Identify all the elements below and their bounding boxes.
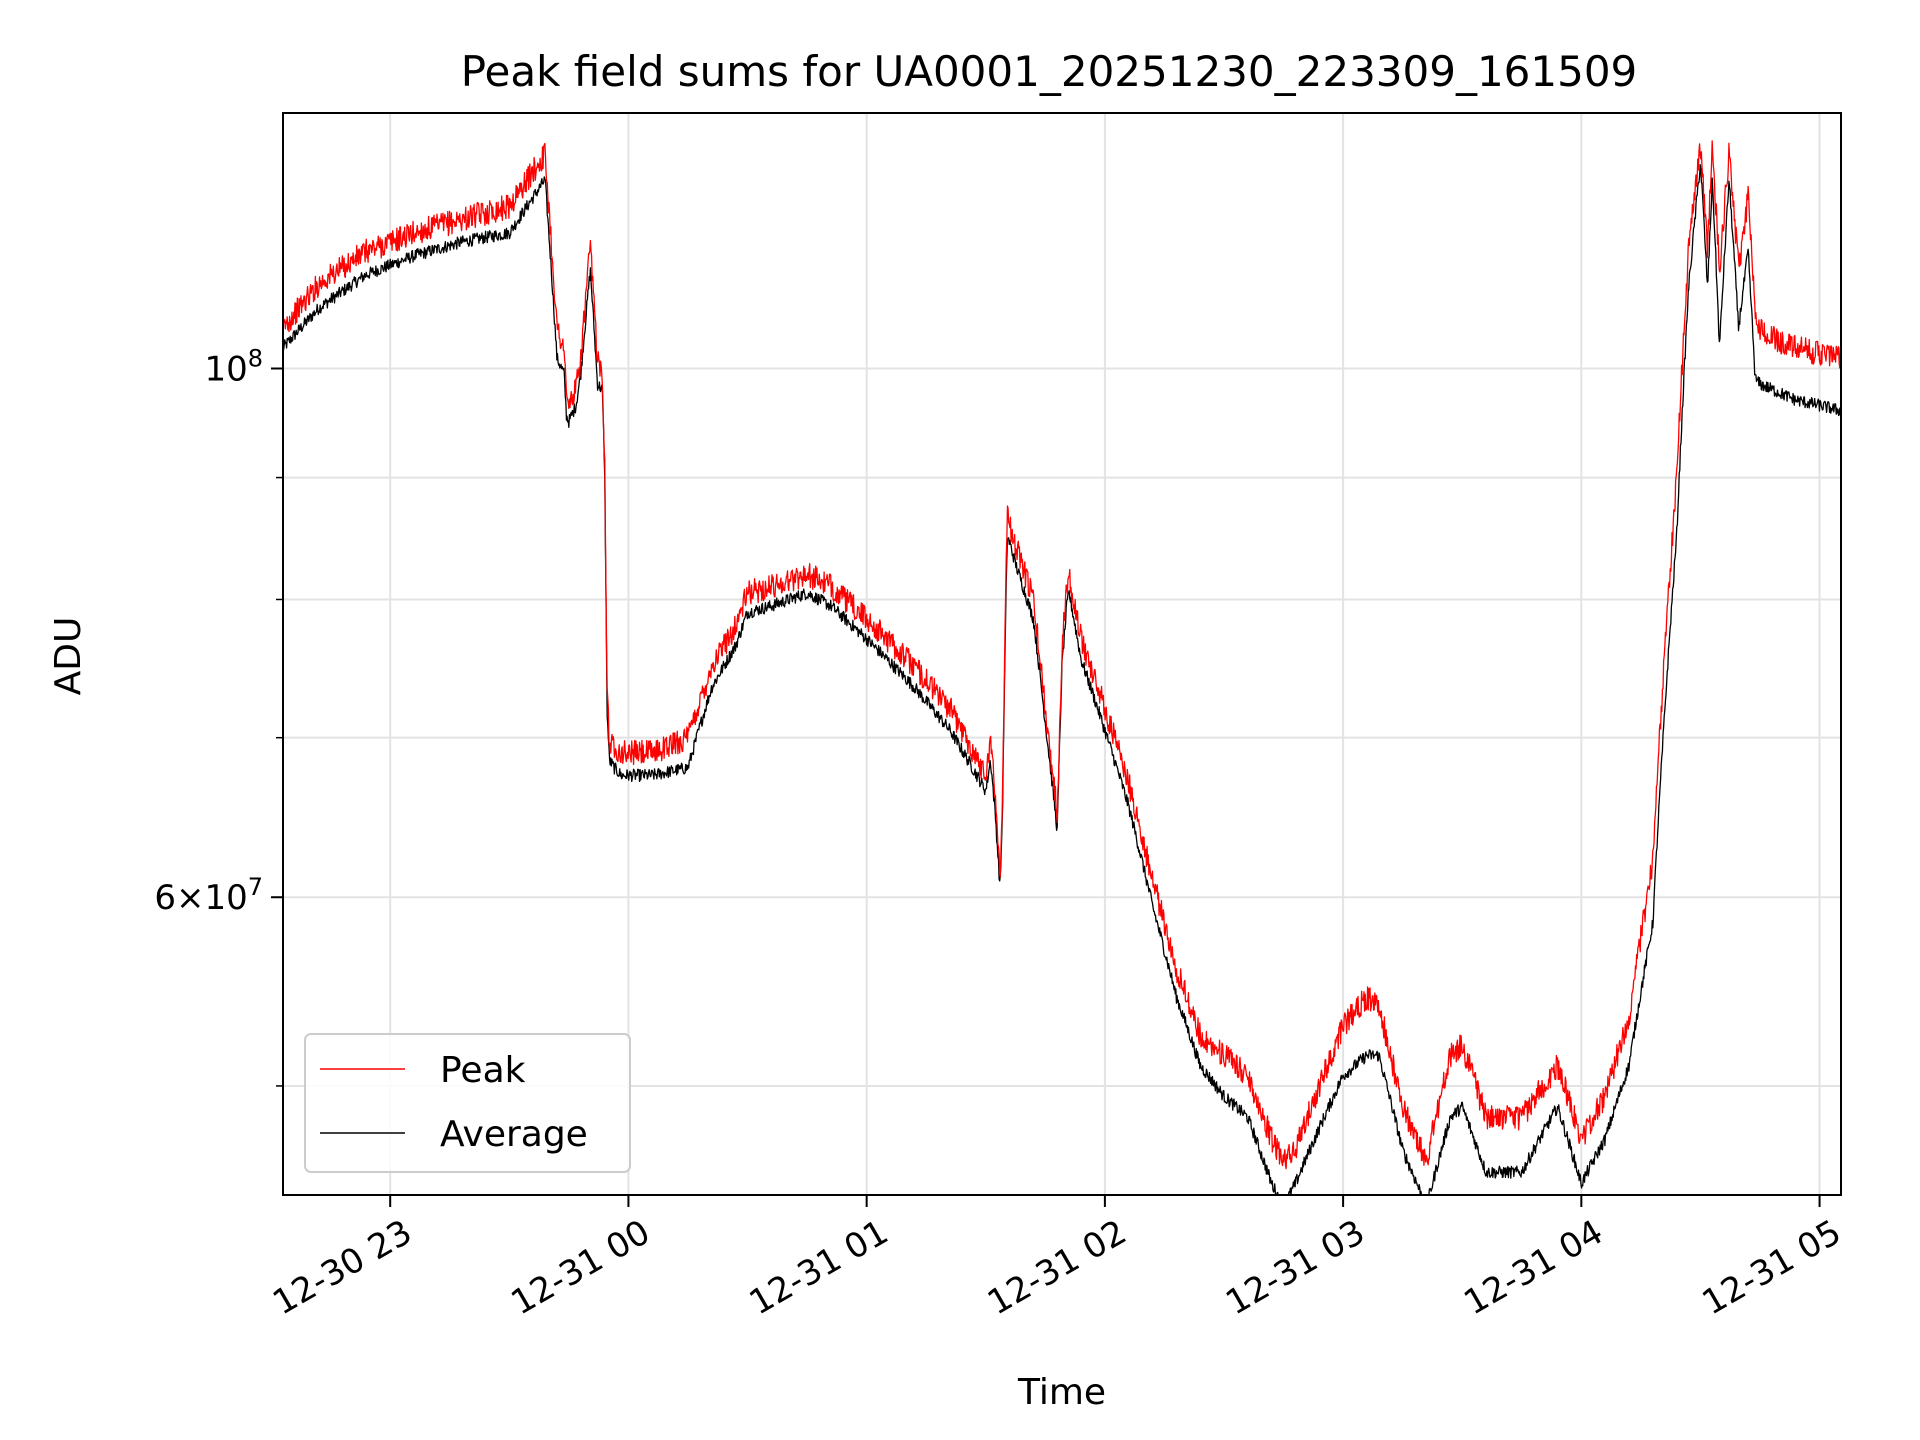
x-axis-label: Time bbox=[1017, 1372, 1106, 1413]
plot-frame bbox=[282, 112, 1842, 1196]
legend-label-peak: Peak bbox=[440, 1050, 526, 1091]
series-peak-line bbox=[283, 140, 1841, 1170]
legend-label-average: Average bbox=[440, 1114, 588, 1155]
series-layer bbox=[283, 140, 1841, 1195]
chart-title: Peak field sums for UA0001_20251230_2233… bbox=[461, 47, 1638, 96]
y-axis-label: ADU bbox=[48, 617, 89, 696]
y-tick-label: 108 bbox=[204, 345, 263, 390]
grid bbox=[283, 113, 1841, 1195]
y-tick-label: 6×107 bbox=[154, 873, 263, 918]
y-axis: 108 6×107 bbox=[154, 345, 283, 1087]
legend: Peak Average bbox=[304, 1033, 631, 1173]
